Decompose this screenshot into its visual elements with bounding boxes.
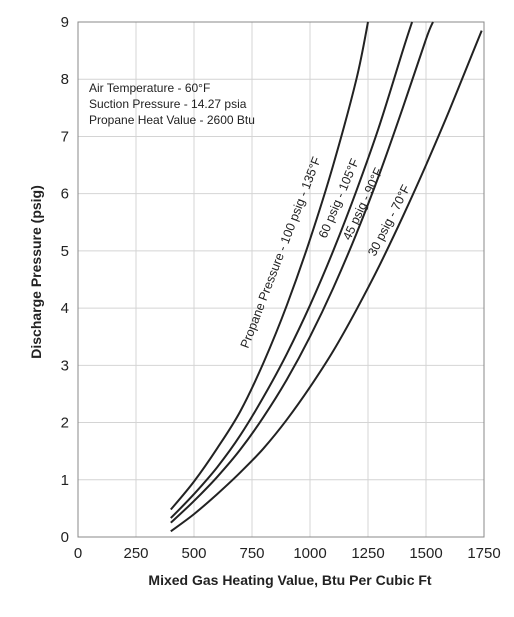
x-tick-label: 1250 [351, 545, 384, 562]
y-axis-title: Discharge Pressure (psig) [28, 185, 44, 359]
y-tick-label: 7 [61, 128, 69, 145]
y-tick-label: 6 [61, 186, 69, 203]
x-tick-label: 750 [239, 545, 264, 562]
series-line-100psig [170, 21, 369, 511]
y-tick-label: 0 [61, 529, 69, 546]
series-line-30psig [170, 30, 483, 533]
x-tick-label: 500 [181, 545, 206, 562]
y-tick-label: 5 [61, 243, 69, 260]
annotation-propane-heat-value: Propane Heat Value - 2600 Btu [89, 113, 255, 127]
annotation-air-temperature: Air Temperature - 60°F [89, 81, 210, 95]
y-tick-label: 3 [61, 357, 69, 374]
y-tick-label: 2 [61, 415, 69, 432]
conditions-annotation: Air Temperature - 60°F Suction Pressure … [89, 81, 255, 127]
y-tick-label: 8 [61, 71, 69, 88]
series-lines [170, 21, 483, 533]
x-tick-label: 1500 [409, 545, 442, 562]
series-line-45psig [170, 21, 434, 524]
plot-frame [77, 21, 485, 538]
x-tick-label: 1000 [293, 545, 326, 562]
tick-labels: 0 250 500 750 1000 1250 1500 1750 0 1 2 3 4 5 6 7 8 9 [61, 14, 501, 562]
y-tick-label: 9 [61, 14, 69, 31]
x-tick-label: 1750 [467, 545, 500, 562]
annotation-suction-pressure: Suction Pressure - 14.27 psia [89, 97, 247, 111]
x-tick-label: 0 [74, 545, 82, 562]
grid-lines [78, 22, 484, 537]
y-tick-label: 1 [61, 472, 69, 489]
x-axis-title: Mixed Gas Heating Value, Btu Per Cubic F… [148, 572, 432, 588]
x-tick-label: 250 [123, 545, 148, 562]
y-tick-label: 4 [61, 300, 69, 317]
series-line-60psig [170, 21, 414, 519]
